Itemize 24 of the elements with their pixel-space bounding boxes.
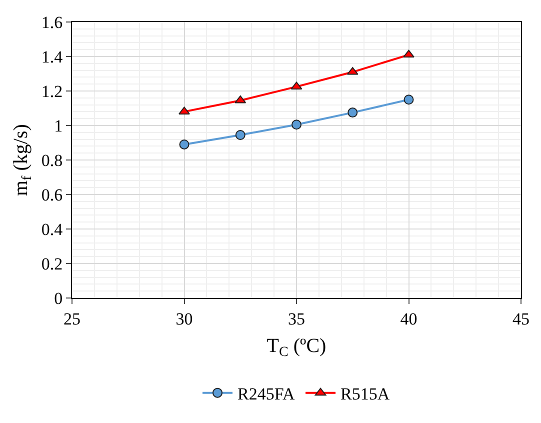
point (234, 95, 246, 104)
x-tick-label: 40 (400, 309, 418, 328)
x-tick-label: 30 (176, 309, 193, 328)
y-tick-label: 1.2 (41, 82, 63, 101)
y-tick-label: 0.8 (41, 150, 63, 170)
legend-label: R515A (340, 384, 390, 404)
x-axis-title: T$_{C}$ (ºC) (266, 334, 326, 360)
y-tick-label: 0 (54, 288, 63, 308)
y-tick-label: 1.4 (41, 47, 64, 66)
x-tick-label: 35 (288, 309, 305, 328)
y-tick-label: 0.6 (41, 185, 63, 204)
point (403, 50, 414, 58)
point (348, 108, 358, 118)
y-tick-label: 1.6 (41, 12, 63, 32)
x-tick-label: 45 (512, 309, 530, 328)
y-tick-label: 1 (54, 116, 63, 136)
legend-label: R245FA (238, 384, 296, 404)
point (179, 139, 190, 150)
point (292, 120, 302, 130)
y-tick-label: 0.2 (41, 254, 63, 274)
point (404, 94, 414, 105)
point (235, 130, 246, 140)
x-tick-label: 25 (64, 309, 80, 328)
y-tick-label: 0.4 (41, 220, 64, 239)
